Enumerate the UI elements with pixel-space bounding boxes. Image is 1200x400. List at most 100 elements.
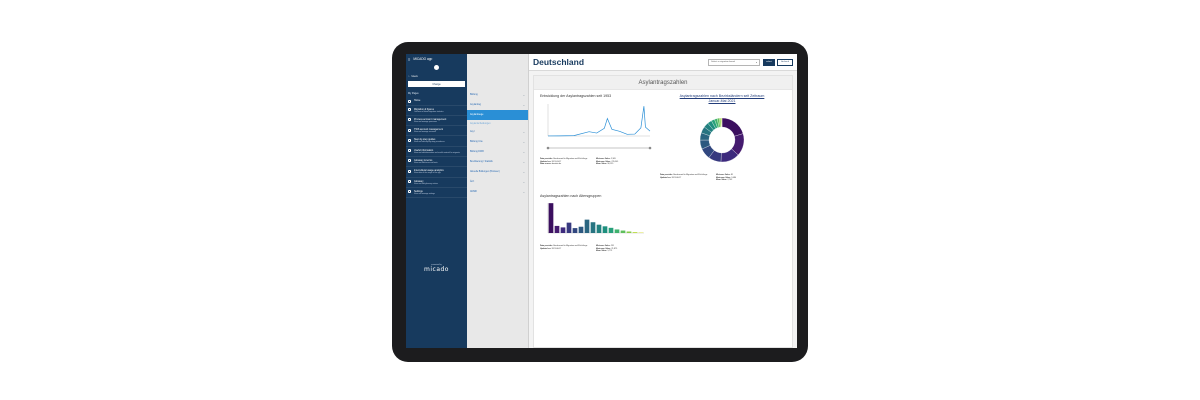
sidebar-item-label: Settings bbox=[414, 189, 423, 193]
bar bbox=[626, 231, 632, 233]
sidebar-item-text: Step-by-step guides View and edit step-by… bbox=[414, 138, 445, 143]
sidebar-item[interactable]: Step-by-step guides View and edit step-by… bbox=[406, 136, 467, 147]
nav-icon bbox=[408, 128, 411, 132]
change-button[interactable]: Change bbox=[408, 81, 465, 87]
category-nav-item[interactable]: Bildung DWR ⌄ bbox=[467, 147, 528, 157]
chevron-down-icon: ⌄ bbox=[522, 150, 525, 154]
donut-chart-meta-left: Data provider: Bundesamt für Migration u… bbox=[660, 174, 714, 179]
meta-label: Minimum Value: bbox=[596, 245, 611, 247]
meta-label: Data provider: bbox=[540, 245, 553, 247]
meta-updated: 2021-06-17 bbox=[671, 176, 682, 179]
meta-label: Data provider: bbox=[660, 174, 673, 176]
range-slider-handle-end bbox=[648, 146, 652, 150]
category-nav-item[interactable]: Ärzt ⌄ bbox=[467, 177, 528, 187]
sidebar-item-description: View and manage settings bbox=[414, 192, 436, 195]
chevron-down-icon: ▾ bbox=[756, 61, 758, 64]
bar bbox=[602, 226, 608, 233]
bar bbox=[560, 227, 566, 233]
bar bbox=[572, 228, 578, 233]
micado-logo: presented by micado bbox=[406, 264, 467, 273]
chevron-down-icon: ⌄ bbox=[522, 130, 525, 134]
sidebar-item-description: View and edit information and useful mat… bbox=[414, 151, 460, 154]
nav-icon bbox=[408, 108, 411, 111]
category-nav-label: Asylentscheidungen bbox=[470, 122, 491, 125]
sidebar-item-text: Home bbox=[414, 99, 420, 102]
category-nav-item[interactable]: Asyl ⌄ bbox=[467, 127, 528, 137]
line-chart-meta-right: Minimum Value: 2,309 Maximum Value: 745,… bbox=[596, 158, 650, 166]
sidebar-item-label: TWS account management bbox=[414, 128, 443, 132]
sidebar-item[interactable]: Useful information View and edit informat… bbox=[406, 147, 467, 157]
meta-label: Updated on: bbox=[660, 176, 672, 179]
series-line bbox=[547, 106, 651, 137]
category-nav-item[interactable]: Bevölkerung / Statistik ⌄ bbox=[467, 157, 528, 167]
category-nav-label: Bevölkerung / Statistik bbox=[470, 161, 493, 163]
bar-chart bbox=[547, 203, 644, 234]
menu-icon[interactable]: ≡ bbox=[408, 56, 411, 62]
chevron-down-icon: ⌄ bbox=[522, 103, 525, 107]
sidebar-item[interactable]: Glossary & terms View and edit terms and … bbox=[406, 157, 467, 168]
chevron-down-icon: ⌄ bbox=[522, 93, 525, 97]
avatar[interactable] bbox=[434, 65, 439, 70]
chevron-down-icon: ⌄ bbox=[522, 170, 525, 174]
category-nav-item[interactable]: Bildung Urte ⌄ bbox=[467, 137, 528, 147]
category-nav-item[interactable]: Aktuelle Bildungen (Browser) ⌄ bbox=[467, 167, 528, 177]
sidebar-item-label: Step-by-step guides bbox=[414, 138, 436, 142]
sidebar-item-text: Intercultural usage analytics View data o… bbox=[414, 169, 444, 174]
sidebar-item[interactable]: Glossary View and edit glossary entries bbox=[406, 178, 467, 188]
line-chart-title: Entwicklung der Asylantragszahlen seit 1… bbox=[540, 94, 612, 98]
user-icon: ◔ bbox=[408, 75, 410, 78]
category-nav-item[interactable]: Asylantrag ⌄ bbox=[467, 100, 528, 110]
sidebar-item-description: View and edit glossary entries bbox=[414, 182, 438, 185]
line-chart-meta-left: Data provider: Bundesamt für Migration u… bbox=[540, 158, 596, 166]
sidebar: ≡ MICADO app ◔ Users Change My Pages Hom… bbox=[406, 54, 467, 348]
sidebar-header: ≡ MICADO app bbox=[406, 54, 467, 64]
chevron-down-icon: ⌄ bbox=[522, 140, 525, 144]
sidebar-section-label: My Pages bbox=[408, 92, 419, 95]
nav-icon bbox=[408, 99, 411, 103]
category-nav-item[interactable]: Asylentscheidungen bbox=[467, 120, 528, 127]
donut-title-line2: Januar-Mai 2021 bbox=[708, 99, 736, 103]
sidebar-item[interactable]: Settings View and manage settings bbox=[406, 188, 467, 199]
nav-icon bbox=[408, 190, 411, 194]
donut-chart bbox=[699, 117, 745, 163]
bar-chart-title: Asylantragszahlen nach Altersgruppen bbox=[540, 194, 602, 198]
statistics-card: Asylantragszahlen Entwicklung der Asylan… bbox=[533, 75, 793, 348]
bar-chart-meta-right: Minimum Value: 291 Maximum Value: 21,879… bbox=[596, 245, 650, 253]
sidebar-item[interactable]: Intercultural usage analytics View data o… bbox=[406, 167, 467, 178]
main-area: Deutschland Select a migration board ▾ s… bbox=[529, 54, 797, 348]
sidebar-item[interactable]: Process account management View and manag… bbox=[406, 116, 467, 127]
donut-chart-title[interactable]: Asylantragszahlen nach Bezirksländern se… bbox=[656, 94, 788, 104]
sidebar-item-label: Migration & figures bbox=[414, 107, 434, 111]
meta-label: Updated on: bbox=[540, 160, 552, 163]
bar bbox=[632, 232, 638, 233]
card-title: Asylantragszahlen bbox=[534, 76, 792, 90]
sidebar-item-text: Settings View and manage settings bbox=[414, 190, 435, 195]
content-area: Asylantragszahlen Entwicklung der Asylan… bbox=[529, 71, 797, 348]
meta-updated: 2021-06-17 bbox=[551, 247, 562, 250]
go-back-button[interactable]: Go back bbox=[776, 58, 793, 66]
category-nav-item[interactable]: Bildung ⌄ bbox=[467, 90, 528, 100]
select-button[interactable]: select bbox=[763, 58, 775, 66]
meta-label: Maximum Value: bbox=[716, 176, 731, 179]
chevron-down-icon: ⌄ bbox=[522, 190, 525, 194]
sidebar-item[interactable]: Migration & figures Overview of latest mi… bbox=[406, 106, 467, 116]
board-select-placeholder: Select a migration board bbox=[711, 61, 735, 63]
sidebar-item-label: Glossary & terms bbox=[414, 158, 433, 162]
sidebar-item-label: Process account management bbox=[414, 117, 447, 121]
category-nav-item[interactable]: AMSIF ⌄ bbox=[467, 187, 528, 197]
sidebar-item-text: TWS account management View and manage ac… bbox=[414, 128, 443, 133]
meta-max: 745,545 bbox=[611, 160, 619, 163]
bar bbox=[620, 230, 626, 233]
sidebar-item[interactable]: Home bbox=[406, 97, 467, 106]
category-nav-item[interactable]: Asylantraege bbox=[467, 110, 528, 120]
meta-label: Minimum Value: bbox=[716, 174, 731, 176]
meta-label: Minimum Value: bbox=[596, 158, 611, 160]
board-select[interactable]: Select a migration board ▾ bbox=[708, 58, 761, 66]
user-row[interactable]: ◔ Users bbox=[406, 74, 467, 79]
meta-provider: Bundesamt für Migration und Flüchtlinge bbox=[673, 174, 708, 176]
sidebar-item[interactable]: TWS account management View and manage ac… bbox=[406, 126, 467, 137]
app-name: MICADO app bbox=[413, 57, 433, 61]
tablet-screen: ≡ MICADO app ◔ Users Change My Pages Hom… bbox=[406, 54, 797, 348]
category-nav-label: Bildung DWR bbox=[470, 151, 484, 153]
bar bbox=[548, 203, 554, 233]
